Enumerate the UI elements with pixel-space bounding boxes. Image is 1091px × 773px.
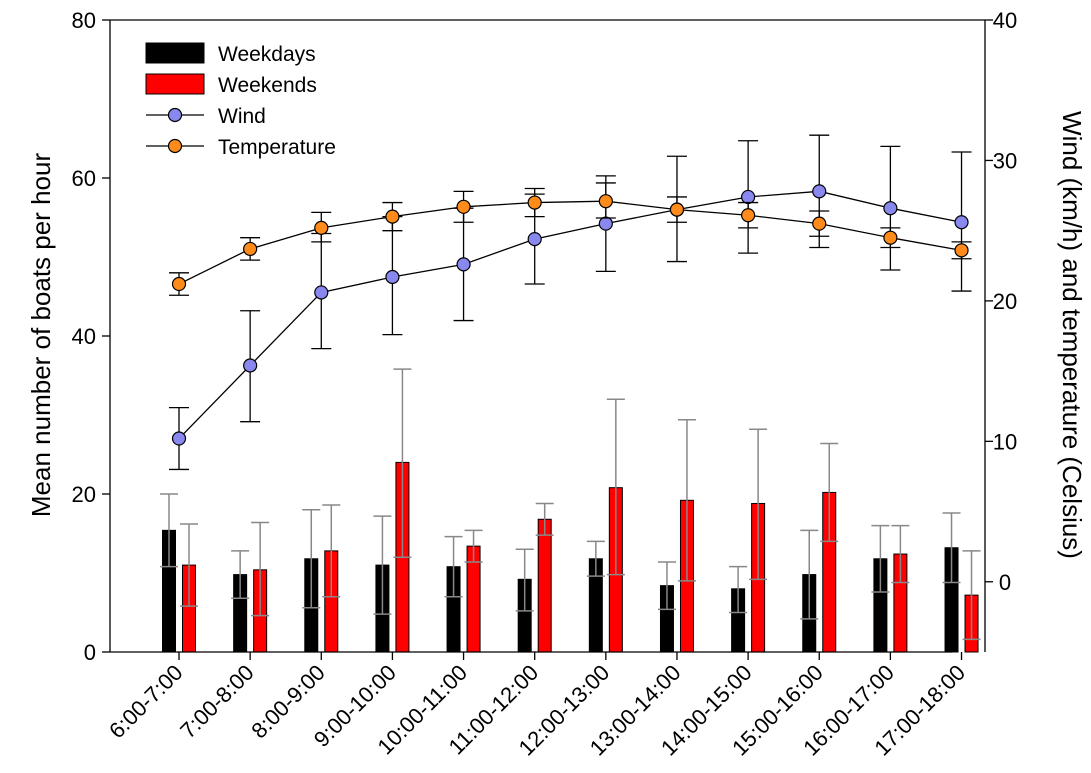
series-line-temperature xyxy=(178,200,962,285)
point-wind xyxy=(954,215,969,230)
y-axis-title-left: Mean number of boats per hour xyxy=(26,153,56,518)
x-tick-label: 6:00-7:00 xyxy=(104,660,187,743)
point-wind xyxy=(741,189,756,205)
point-wind xyxy=(171,431,187,446)
chart-marks xyxy=(160,134,981,653)
legend-marker-temperature xyxy=(167,138,183,154)
point-temperature xyxy=(669,202,685,217)
point-temperature xyxy=(385,209,400,224)
point-wind xyxy=(243,358,258,373)
legend-label-temperature: Temperature xyxy=(218,136,336,159)
y-tick-label-right: 30 xyxy=(993,148,1017,173)
point-temperature xyxy=(527,195,542,210)
point-wind xyxy=(385,269,400,285)
y-tick-label-right: 10 xyxy=(993,429,1017,454)
y-tick-label-left: 0 xyxy=(84,640,96,665)
legend-label-wind: Wind xyxy=(218,105,266,128)
point-temperature xyxy=(243,241,258,257)
x-tick-label: 7:00-8:00 xyxy=(175,660,258,743)
point-wind xyxy=(598,216,613,231)
point-temperature xyxy=(883,230,898,245)
legend-swatch-weekends xyxy=(145,73,205,95)
point-temperature xyxy=(314,220,329,235)
legend: Weekdays Weekends Wind Temperature xyxy=(145,42,336,159)
legend-label-weekends: Weekends xyxy=(218,74,317,97)
y-tick-label-left: 40 xyxy=(72,324,96,349)
point-temperature xyxy=(954,243,969,258)
point-wind xyxy=(812,184,827,199)
plot-frame xyxy=(109,19,986,653)
point-temperature xyxy=(598,194,613,209)
legend-label-weekdays: Weekdays xyxy=(218,43,316,66)
y-tick-label-right: 0 xyxy=(999,570,1011,595)
y-tick-label-right: 20 xyxy=(993,289,1017,314)
point-wind xyxy=(456,257,471,272)
point-temperature xyxy=(741,208,756,223)
bar-weekends xyxy=(537,518,552,653)
series-line-wind xyxy=(178,190,962,439)
legend-marker-wind xyxy=(167,107,183,123)
y-tick-label-left: 80 xyxy=(72,8,96,33)
point-wind xyxy=(314,285,329,300)
point-temperature xyxy=(456,199,471,214)
point-wind xyxy=(527,231,542,247)
y-tick-label-right: 40 xyxy=(993,8,1017,33)
y-tick-label-left: 60 xyxy=(72,166,96,191)
point-temperature xyxy=(812,216,827,231)
y-tick-label-left: 20 xyxy=(72,482,96,507)
point-wind xyxy=(883,201,898,216)
y-axis-title-right: Wind (km/h) and temperature (Celsius) xyxy=(1057,111,1087,559)
legend-swatch-weekdays xyxy=(145,42,205,64)
point-temperature xyxy=(171,276,187,292)
